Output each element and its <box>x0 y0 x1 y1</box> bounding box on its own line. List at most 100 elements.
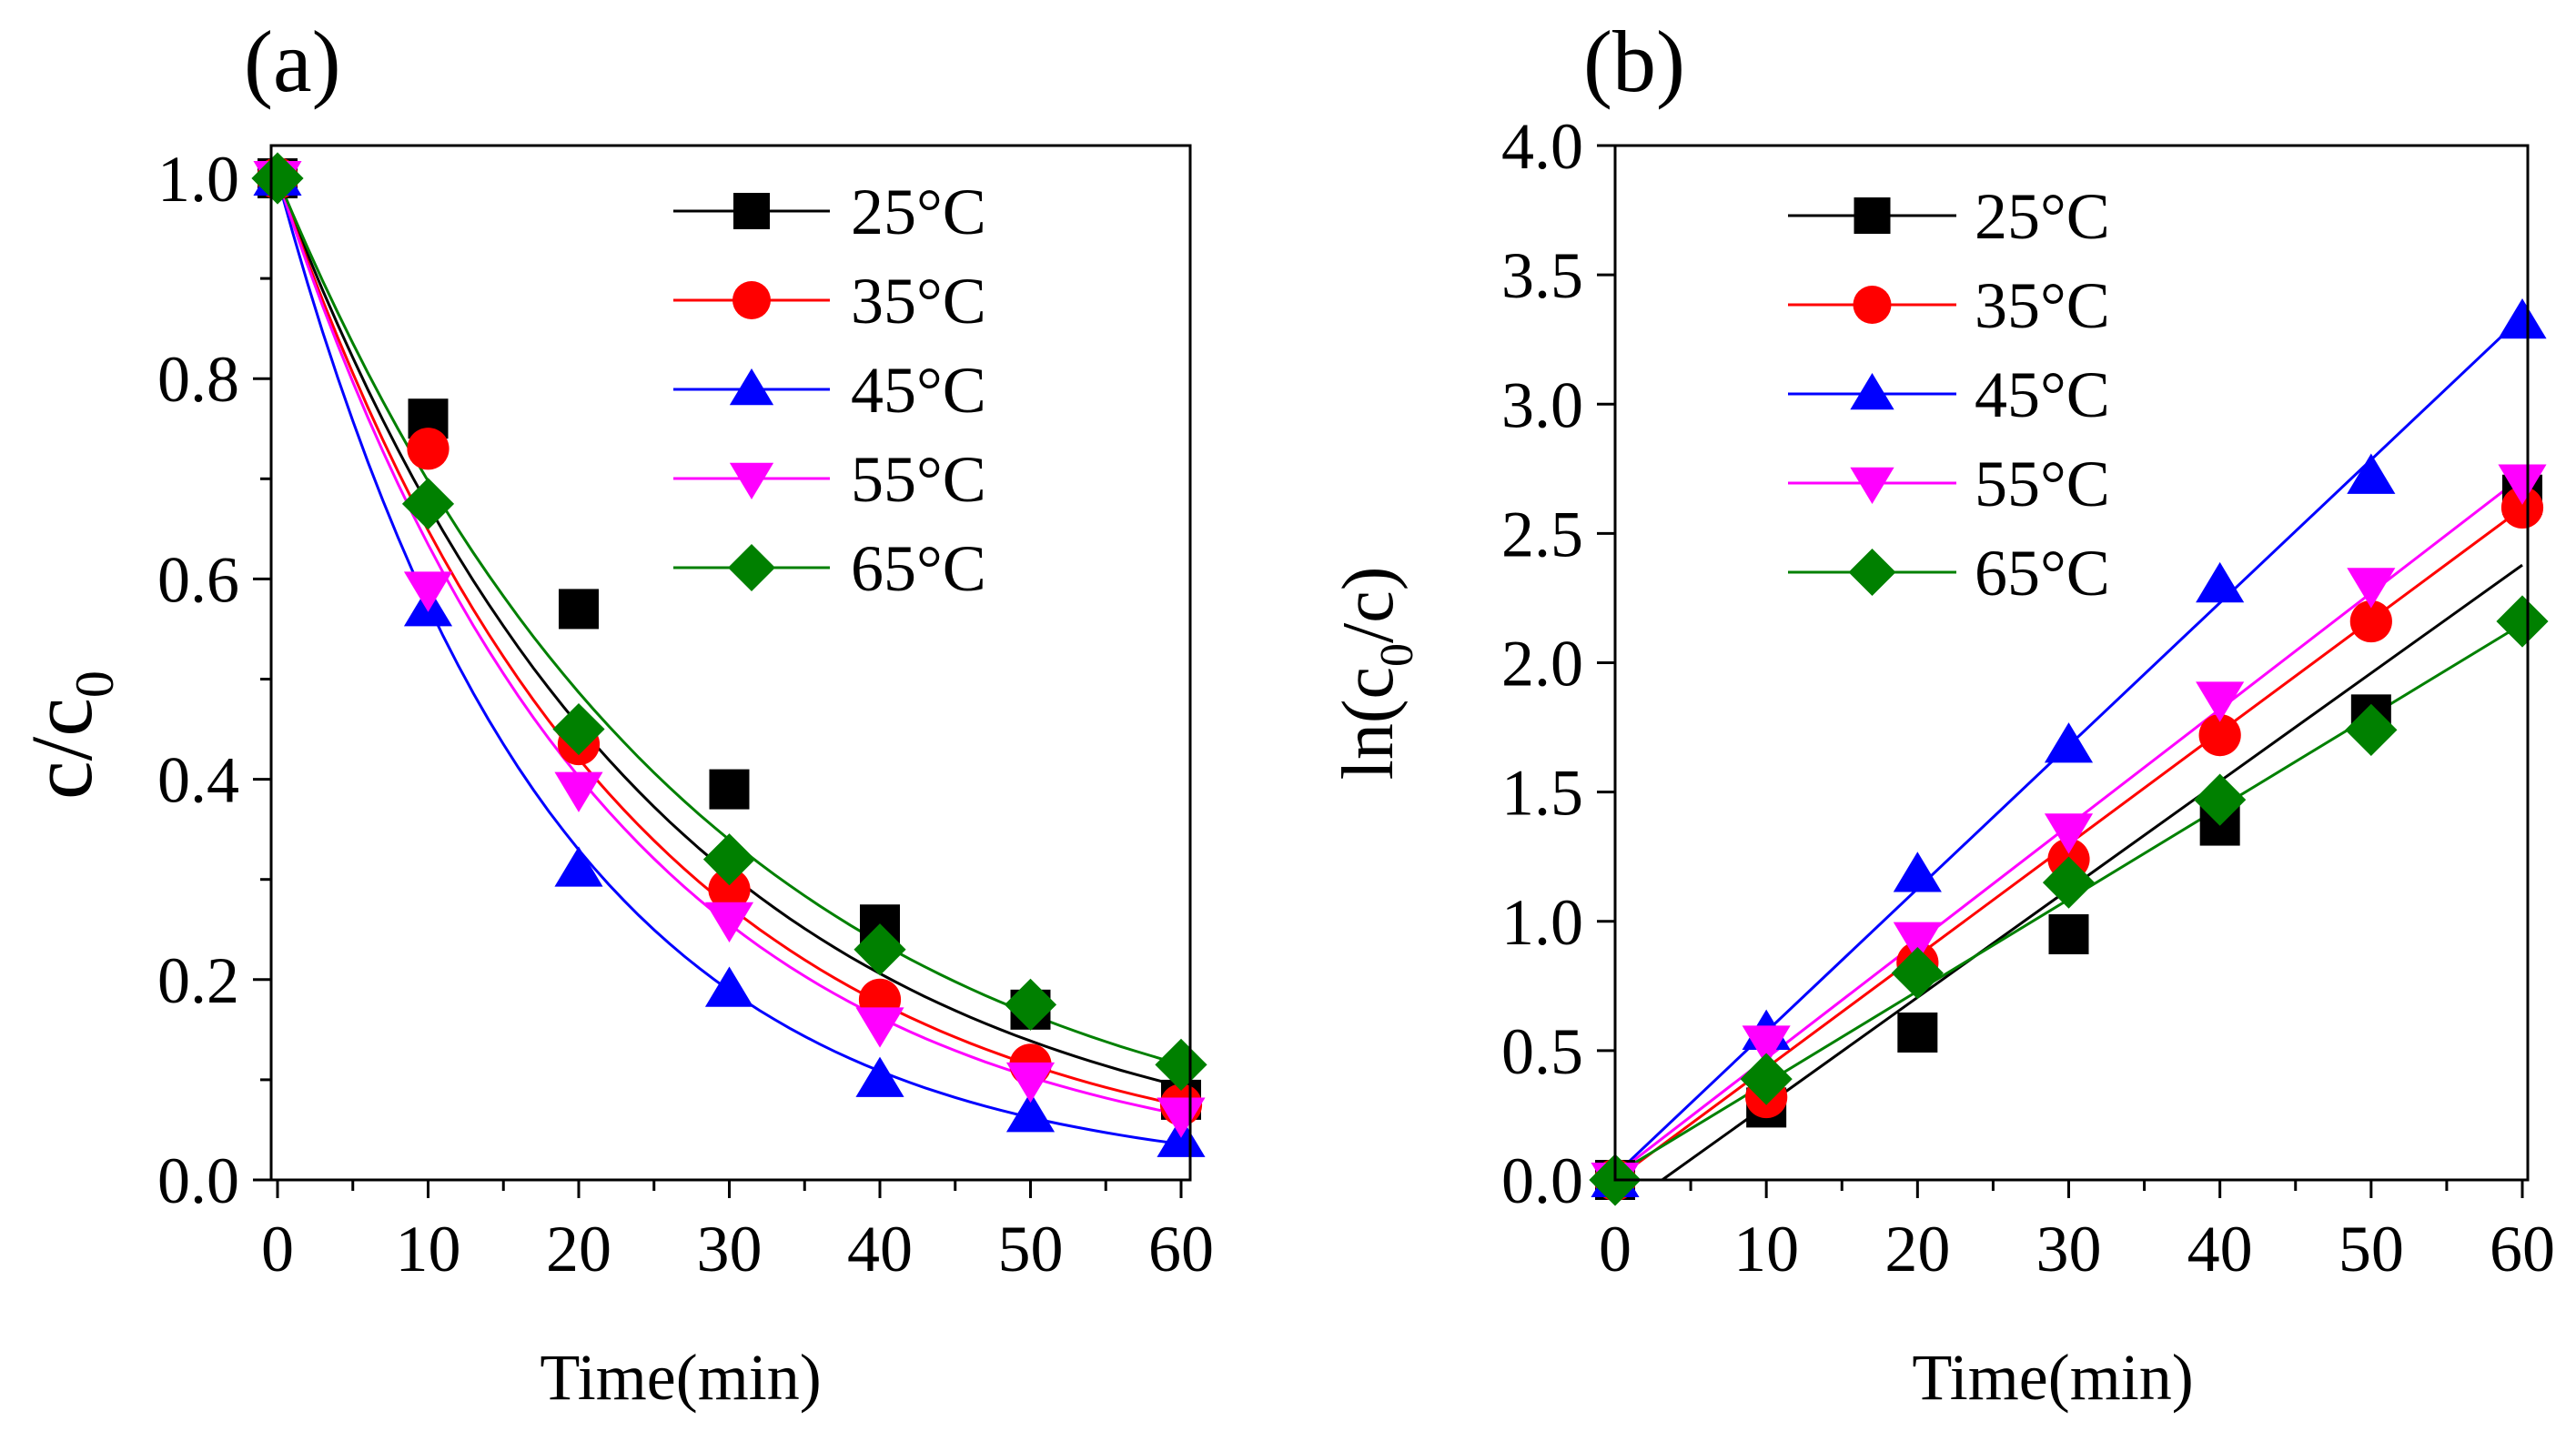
data-point-55c <box>855 1007 904 1048</box>
y-tick-label: 0.0 <box>157 1144 239 1217</box>
legend-label-65c: 65°C <box>851 532 986 605</box>
data-point-65c <box>552 702 605 756</box>
x-tick-label: 0 <box>1599 1213 1631 1285</box>
legend-label-45c: 45°C <box>851 354 986 427</box>
panel-b-ticks: 0 10 20 30 40 50 60 0.0 0.5 1.0 1.5 2.0 2.5 3.0 3.5 4.0 <box>1501 110 2555 1285</box>
data-point-25c <box>1897 1012 1938 1053</box>
data-point-55c <box>1005 1062 1056 1103</box>
legend-label-35c: 35°C <box>1975 269 2110 342</box>
data-point-35c <box>2500 486 2544 529</box>
data-point-65c <box>702 833 756 886</box>
x-tick-label: 10 <box>1733 1213 1799 1285</box>
fit-line-25c <box>276 177 1182 1088</box>
y-tick-label: 1.0 <box>1501 886 1583 959</box>
y-tick-label: 0.4 <box>157 744 239 817</box>
panel-a-ticks: 0 10 20 30 40 50 60 0.0 0.2 0.4 0.6 0.8 1.0 <box>157 143 1214 1285</box>
data-point-35c <box>708 868 751 911</box>
legend-label-25c: 25°C <box>1975 180 2110 253</box>
y-tick-label: 0.6 <box>157 543 239 616</box>
x-tick-label: 30 <box>2036 1213 2102 1285</box>
data-point-55c <box>554 771 603 812</box>
data-point-45c <box>554 846 603 887</box>
legend-marker-65c <box>1848 549 1896 596</box>
y-tick-label: 1.5 <box>1501 757 1583 830</box>
y-tick-label: 0.8 <box>157 343 239 416</box>
data-point-65c <box>1004 978 1057 1031</box>
data-point-55c <box>1157 1097 1206 1138</box>
legend-label-25c: 25°C <box>851 176 986 248</box>
y-tick-label: 1.0 <box>157 143 239 216</box>
data-point-55c <box>2498 464 2547 505</box>
legend-marker-45c <box>1850 373 1894 410</box>
data-point-65c <box>1740 1053 1793 1105</box>
legend-label-45c: 45°C <box>1975 358 2110 431</box>
data-point-65c <box>401 478 455 530</box>
legend-label-55c: 55°C <box>1975 448 2110 520</box>
data-point-65c <box>2496 595 2549 648</box>
y-tick-label: 3.5 <box>1501 239 1583 312</box>
panel-b-markers <box>1589 297 2549 1206</box>
x-tick-label: 40 <box>847 1213 913 1285</box>
panel-a-ylabel: c/c0 <box>13 670 125 800</box>
panel-b: (b) ln(c0/c) Time(min) 0 10 20 30 40 50 600.00… <box>1328 13 2555 1414</box>
data-point-45c <box>1005 1092 1056 1133</box>
legend-label-55c: 55°C <box>851 443 986 516</box>
data-point-45c <box>1893 852 1942 892</box>
data-point-65c <box>854 923 906 976</box>
data-point-35c <box>2198 713 2241 757</box>
y-tick-label: 2.5 <box>1501 498 1583 570</box>
x-tick-label: 50 <box>998 1213 1064 1285</box>
y-tick-label: 0.0 <box>1501 1144 1583 1217</box>
data-point-25c <box>559 589 599 630</box>
panel-b-ylabel: ln(c0/c) <box>1328 567 1423 781</box>
x-tick-label: 60 <box>2490 1213 2555 1285</box>
panel-a: (a) c/c0 Time(min) 0 10 20 30 40 50 60 0.0 0.2 0.… <box>13 13 1214 1414</box>
data-point-55c <box>2347 568 2396 609</box>
data-point-45c <box>2044 722 2094 763</box>
panel-b-frame <box>1613 144 2530 1182</box>
data-point-55c <box>1893 922 1942 962</box>
y-tick-label: 4.0 <box>1501 110 1583 183</box>
panel-a-markers <box>251 152 1207 1157</box>
x-tick-label: 20 <box>546 1213 611 1285</box>
x-tick-label: 0 <box>261 1213 294 1285</box>
panel-b-legend: 25°C 35°C 45°C 55°C 65°C <box>1788 180 2110 610</box>
data-point-65c <box>2042 856 2096 909</box>
panel-a-frame <box>269 144 1192 1182</box>
data-point-45c <box>2196 561 2245 603</box>
data-point-65c <box>251 152 304 205</box>
legend-marker-25c <box>733 193 770 229</box>
x-tick-label: 40 <box>2187 1213 2253 1285</box>
x-tick-label: 50 <box>2339 1213 2404 1285</box>
data-point-65c <box>1155 1038 1207 1091</box>
data-point-25c <box>2048 913 2089 954</box>
legend-label-35c: 35°C <box>851 265 986 338</box>
legend-marker-55c <box>729 462 774 499</box>
data-point-55c <box>2044 813 2094 854</box>
data-point-45c <box>704 966 754 1007</box>
legend-marker-35c <box>1853 286 1892 324</box>
data-point-65c <box>1891 947 1944 1000</box>
data-point-55c <box>403 571 453 612</box>
legend-marker-45c <box>729 368 774 406</box>
legend-label-65c: 65°C <box>1975 537 2110 610</box>
data-point-45c <box>2347 453 2396 494</box>
legend-marker-55c <box>1850 467 1894 504</box>
legend-marker-65c <box>728 544 775 591</box>
data-point-55c <box>2196 681 2245 722</box>
data-point-45c <box>855 1056 904 1097</box>
y-tick-label: 0.5 <box>1501 1015 1583 1088</box>
x-tick-label: 60 <box>1148 1213 1214 1285</box>
data-point-35c <box>2349 600 2392 643</box>
x-tick-label: 10 <box>396 1213 461 1285</box>
data-point-25c <box>709 769 750 810</box>
data-point-65c <box>2345 703 2398 757</box>
legend-marker-25c <box>1854 197 1891 234</box>
data-point-45c <box>2498 297 2547 339</box>
panel-b-label: (b) <box>1583 13 1685 110</box>
legend-marker-35c <box>732 281 771 319</box>
panel-a-label: (a) <box>244 13 341 110</box>
y-tick-label: 0.2 <box>157 944 239 1017</box>
data-point-65c <box>2194 773 2247 826</box>
